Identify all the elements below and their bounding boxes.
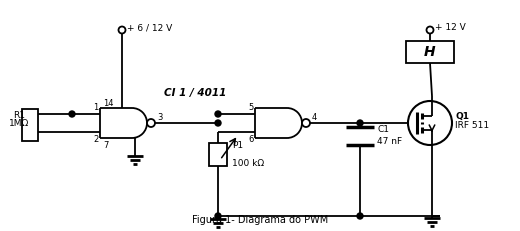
Text: Q1: Q1	[455, 112, 469, 121]
Circle shape	[119, 27, 125, 33]
Text: H: H	[424, 45, 436, 59]
Text: CI 1 / 4011: CI 1 / 4011	[164, 88, 226, 98]
Text: 47 nF: 47 nF	[377, 137, 402, 146]
Text: P1: P1	[232, 140, 243, 149]
Circle shape	[357, 213, 363, 219]
Circle shape	[147, 119, 155, 127]
Text: 14: 14	[103, 98, 113, 107]
Text: Figura 1- Diagrama do PWM: Figura 1- Diagrama do PWM	[192, 215, 328, 225]
Circle shape	[215, 120, 221, 126]
Bar	[22, 109, 38, 141]
Circle shape	[69, 111, 75, 117]
Circle shape	[357, 120, 363, 126]
Text: IRF 511: IRF 511	[455, 122, 489, 131]
Text: 1MΩ: 1MΩ	[9, 119, 29, 128]
Text: 6: 6	[249, 134, 254, 143]
Bar	[209, 143, 227, 166]
Text: 3: 3	[157, 112, 162, 122]
Text: + 6 / 12 V: + 6 / 12 V	[127, 24, 172, 33]
Circle shape	[215, 213, 221, 219]
Bar	[406, 41, 454, 63]
Text: C1: C1	[377, 125, 389, 134]
Text: 7: 7	[103, 140, 108, 149]
Circle shape	[426, 27, 434, 33]
Text: 4: 4	[312, 112, 317, 122]
Text: 100 kΩ: 100 kΩ	[232, 158, 264, 167]
Text: + 12 V: + 12 V	[435, 24, 466, 33]
Circle shape	[215, 111, 221, 117]
Circle shape	[302, 119, 310, 127]
Text: R1: R1	[13, 110, 25, 119]
Text: 5: 5	[249, 103, 254, 112]
Text: 1: 1	[94, 103, 99, 112]
Text: 2: 2	[94, 134, 99, 143]
